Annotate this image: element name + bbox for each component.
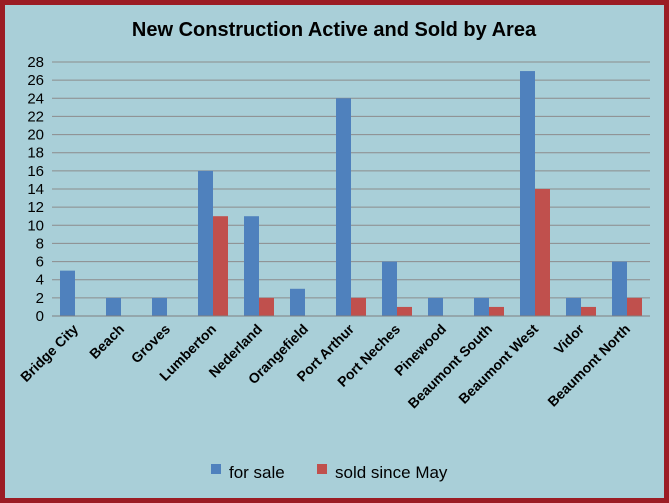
bar-for-sale-nederland xyxy=(244,216,259,316)
y-tick-label-16: 16 xyxy=(27,163,44,180)
legend: for sale sold since May xyxy=(211,463,448,482)
bar-for-sale-port-neches xyxy=(382,261,397,316)
bar-for-sale-port-arthur xyxy=(336,98,351,317)
bar-for-sale-lumberton xyxy=(198,170,213,316)
bar-sold-since-may-beaumont-south xyxy=(489,306,504,316)
y-tick-label-18: 18 xyxy=(27,145,44,162)
y-tick-label-24: 24 xyxy=(27,90,44,107)
bar-sold-since-may-nederland xyxy=(259,297,274,316)
x-tick-label-beaumont-south: Beaumont South xyxy=(405,321,496,412)
y-tick-label-6: 6 xyxy=(36,254,44,271)
legend-label-sold-since-may: sold since May xyxy=(335,463,448,482)
bars xyxy=(60,71,642,317)
bar-sold-since-may-lumberton xyxy=(213,216,228,316)
bar-for-sale-beaumont-west xyxy=(520,71,535,316)
chart-title: New Construction Active and Sold by Area xyxy=(132,19,537,41)
bar-sold-since-may-beaumont-west xyxy=(535,189,550,316)
y-tick-label-0: 0 xyxy=(36,308,44,325)
bar-sold-since-may-vidor xyxy=(581,306,596,316)
bar-for-sale-beaumont-north xyxy=(612,261,627,316)
bar-for-sale-bridge-city xyxy=(60,270,75,316)
bar-for-sale-beach xyxy=(106,297,121,316)
x-tick-label-vidor: Vidor xyxy=(551,320,588,357)
bar-for-sale-vidor xyxy=(566,297,581,316)
bar-for-sale-orangefield xyxy=(290,288,305,316)
y-tick-label-22: 22 xyxy=(27,108,44,125)
bar-sold-since-may-port-arthur xyxy=(351,297,366,316)
x-tick-label-beach: Beach xyxy=(86,321,127,362)
y-tick-label-28: 28 xyxy=(27,54,44,71)
x-tick-label-groves: Groves xyxy=(128,321,174,367)
x-tick-label-beaumont-north: Beaumont North xyxy=(544,321,633,410)
y-tick-label-4: 4 xyxy=(36,272,44,289)
y-tick-label-10: 10 xyxy=(27,217,44,234)
legend-label-for-sale: for sale xyxy=(229,463,285,482)
legend-swatch-sold-since-may xyxy=(317,464,327,474)
bar-for-sale-pinewood xyxy=(428,297,443,316)
legend-swatch-for-sale xyxy=(211,464,221,474)
bar-for-sale-beaumont-south xyxy=(474,297,489,316)
bar-sold-since-may-beaumont-north xyxy=(627,297,642,316)
y-tick-label-8: 8 xyxy=(36,235,44,252)
y-tick-label-20: 20 xyxy=(27,127,44,144)
bar-sold-since-may-port-neches xyxy=(397,306,412,316)
bar-for-sale-groves xyxy=(152,297,167,316)
y-tick-label-12: 12 xyxy=(27,199,44,216)
y-tick-label-2: 2 xyxy=(36,290,44,307)
x-axis-ticks: Bridge City Beach GrovesLumbertonNederland… xyxy=(17,320,633,411)
y-tick-label-14: 14 xyxy=(27,181,44,198)
y-tick-label-26: 26 xyxy=(27,72,44,89)
x-tick-label-beaumont-west: Beaumont West xyxy=(455,321,541,407)
x-tick-label-bridge-city: Bridge City xyxy=(17,321,81,385)
